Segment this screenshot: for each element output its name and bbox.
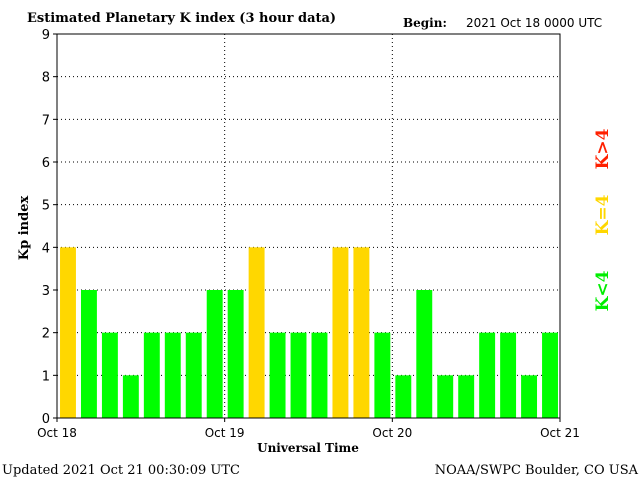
kp-bar: [206, 290, 223, 418]
kp-bar: [227, 290, 244, 418]
kp-bar: [290, 332, 307, 418]
plot-frame: [56, 33, 561, 419]
x-tick-labels: Oct 18 Oct 19 Oct 20 Oct 21: [37, 426, 580, 440]
axes: [53, 33, 561, 422]
legend-equal: K=4: [593, 194, 613, 235]
y-tick-label: 6: [42, 156, 50, 171]
y-tick-label: 0: [42, 412, 50, 427]
kp-bar: [60, 247, 76, 418]
kp-bar: [311, 332, 328, 418]
kp-bar: [122, 375, 139, 418]
y-tick-label: 2: [42, 327, 50, 342]
chart-title: Estimated Planetary K index (3 hour data…: [27, 11, 336, 26]
kp-bar: [374, 332, 391, 418]
kp-bar: [80, 290, 97, 418]
y-tick-label: 3: [42, 284, 50, 299]
kp-bar: [353, 247, 370, 418]
y-tick-label: 1: [42, 369, 50, 384]
y-tick-labels: 0 1 2 3 4 5 6 7 8 9: [42, 28, 50, 427]
y-tick-label: 4: [42, 241, 50, 256]
kp-bar: [164, 332, 181, 418]
begin-label: Begin:: [403, 16, 447, 30]
x-tick-label: Oct 19: [205, 426, 245, 440]
kp-bar: [458, 375, 475, 418]
kp-bar: [101, 332, 118, 418]
kp-bar: [395, 375, 412, 418]
kp-bar: [542, 332, 558, 418]
legend-high: K>4: [593, 128, 613, 169]
legend-low: K<4: [593, 270, 613, 311]
kp-bar: [185, 332, 202, 418]
y-axis-label: Kp index: [17, 196, 32, 261]
kp-bar: [437, 375, 454, 418]
grid-lines: [57, 34, 560, 418]
x-tick-label: Oct 18: [37, 426, 77, 440]
kp-bar: [521, 375, 538, 418]
y-tick-label: 8: [42, 71, 50, 86]
x-axis-label: Universal Time: [257, 441, 359, 455]
y-tick-label: 5: [42, 199, 50, 214]
y-tick-label: 7: [42, 113, 50, 128]
begin-value: 2021 Oct 18 0000 UTC: [466, 16, 602, 30]
x-tick-label: Oct 20: [372, 426, 412, 440]
x-tick-label: Oct 21: [540, 426, 580, 440]
kp-bar: [416, 290, 433, 418]
kp-bar: [500, 332, 517, 418]
y-tick-label: 9: [42, 28, 50, 43]
bars: [60, 247, 558, 418]
kp-bar: [248, 247, 265, 418]
kp-bar: [269, 332, 286, 418]
source-credit: NOAA/SWPC Boulder, CO USA: [435, 463, 639, 478]
kp-bar: [332, 247, 349, 418]
kp-bar: [143, 332, 160, 418]
updated-timestamp: Updated 2021 Oct 21 00:30:09 UTC: [2, 463, 240, 478]
kp-bar: [479, 332, 496, 418]
